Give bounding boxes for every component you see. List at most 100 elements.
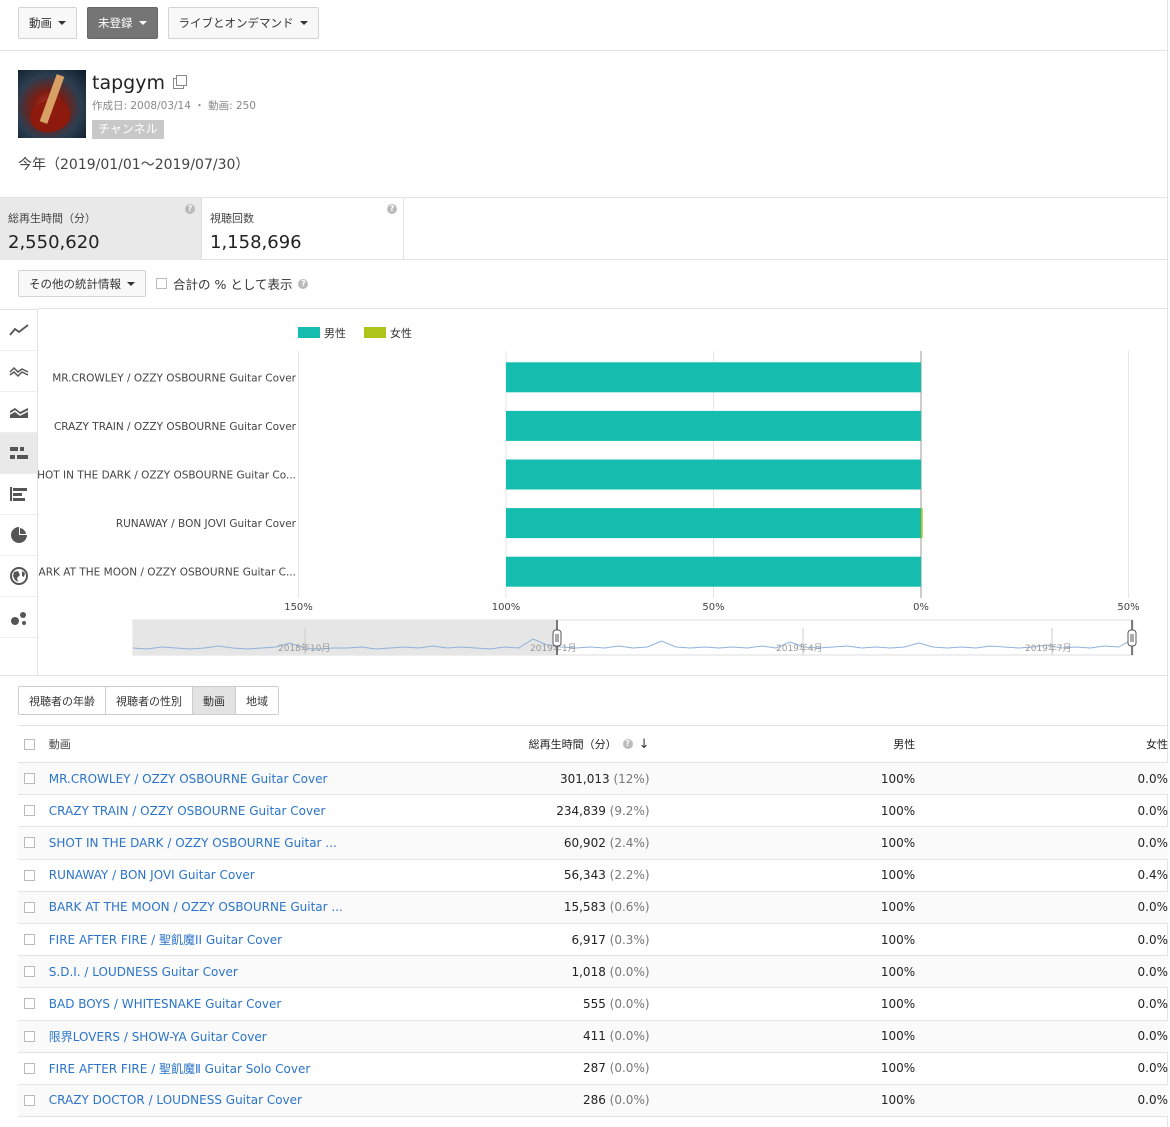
- bar-male-3: [506, 508, 921, 539]
- watch-time-value: 6,917: [571, 932, 606, 947]
- row-checkbox[interactable]: [24, 1094, 35, 1106]
- x-tick-label-4: 50%: [1117, 602, 1139, 613]
- bar-male-1: [506, 410, 921, 441]
- map-chart-button[interactable]: [0, 556, 37, 597]
- chevron-down-icon: [58, 21, 66, 25]
- x-tick-label-1: 100%: [492, 602, 521, 613]
- row-checkbox[interactable]: [24, 901, 35, 913]
- content-type-filter[interactable]: 動画: [18, 7, 77, 39]
- table-row: BAD BOYS / WHITESNAKE Guitar Cover 555 (0…: [18, 988, 1168, 1021]
- multiline-chart-button[interactable]: [0, 351, 37, 392]
- channel-name[interactable]: tapgym: [92, 72, 187, 94]
- female-cell: 0.0%: [1137, 1029, 1169, 1044]
- x-tick-label-0: 150%: [284, 602, 313, 613]
- video-title-link[interactable]: 限界LOVERS / SHOW-YA Guitar Cover: [48, 1029, 267, 1044]
- video-title-link[interactable]: SHOT IN THE DARK / OZZY OSBOURNE Guitar …: [48, 835, 337, 850]
- percent-checkbox[interactable]: [156, 278, 167, 289]
- row-checkbox[interactable]: [24, 998, 35, 1010]
- legend-swatch-1: [364, 327, 386, 338]
- metric-value: 1,158,696: [210, 232, 302, 253]
- row-checkbox[interactable]: [24, 1062, 35, 1074]
- tab-region[interactable]: 地域: [236, 687, 278, 714]
- watch-time-percent: (2.4%): [609, 835, 650, 850]
- gender-bar-chart: 男性 女性 MR.CROWLEY / OZZY OSBOURNE Guitar C…: [38, 326, 1140, 656]
- line-chart-button[interactable]: [0, 310, 37, 351]
- watch-time-percent: (0.0%): [609, 1093, 650, 1108]
- table-body: MR.CROWLEY / OZZY OSBOURNE Guitar Cover 3…: [18, 763, 1169, 1118]
- header-watch-time[interactable]: 総再生時間（分） ? ↓: [366, 736, 650, 752]
- bar-chart-button[interactable]: [0, 474, 37, 515]
- chevron-down-icon: [127, 281, 135, 286]
- channel-thumbnail[interactable]: [18, 70, 86, 138]
- help-icon[interactable]: ?: [298, 278, 309, 289]
- table-row: 限界LOVERS / SHOW-YA Guitar Cover 411 (0.0%…: [18, 1020, 1169, 1053]
- male-cell: 100%: [880, 900, 916, 915]
- row-checkbox[interactable]: [24, 773, 35, 785]
- table-row: RUNAWAY / BON JOVI Guitar Cover 56,343 (2…: [18, 860, 1168, 892]
- timeline-label-1: 2019年1月: [530, 642, 577, 654]
- timeline-label-2: 2019年4月: [776, 642, 823, 654]
- bubble-chart-icon: [10, 612, 26, 625]
- timeline-handle-0[interactable]: [552, 629, 562, 647]
- video-title-link[interactable]: BARK AT THE MOON / OZZY OSBOURNE Guitar …: [48, 900, 343, 915]
- row-checkbox[interactable]: [24, 805, 35, 817]
- select-all-checkbox[interactable]: [24, 738, 35, 750]
- watch-time-percent: (0.0%): [609, 1029, 650, 1044]
- live-ondemand-filter[interactable]: ライブとオンデマンド: [167, 7, 319, 39]
- video-title-link[interactable]: BAD BOYS / WHITESNAKE Guitar Cover: [48, 996, 282, 1011]
- sort-descending-icon[interactable]: ↓: [638, 736, 650, 752]
- subscription-filter[interactable]: 未登録: [87, 7, 158, 39]
- male-cell: 100%: [880, 771, 916, 786]
- divider: [0, 675, 1168, 676]
- watch-time-value: 411: [582, 1029, 606, 1044]
- watch-time-cell: 1,018 (0.0%): [366, 965, 649, 979]
- row-checkbox[interactable]: [24, 1030, 35, 1042]
- channel-name-text: tapgym: [92, 72, 165, 94]
- metric-views[interactable]: 視聴回数 1,158,696 ?: [202, 198, 404, 260]
- female-cell: 0.0%: [1137, 1093, 1169, 1108]
- watch-time-value: 287: [582, 1061, 606, 1076]
- table-row: FIRE AFTER FIRE / 聖飢魔II Guitar Cover 6,91…: [18, 924, 1168, 957]
- timeline-sparkline: [132, 638, 1134, 650]
- row-checkbox[interactable]: [24, 869, 35, 881]
- header-male[interactable]: 男性: [893, 738, 916, 751]
- help-icon[interactable]: ?: [622, 739, 633, 749]
- header-female[interactable]: 女性: [1146, 738, 1168, 751]
- help-icon[interactable]: ?: [387, 204, 397, 214]
- video-title-link[interactable]: MR.CROWLEY / OZZY OSBOURNE Guitar Cover: [48, 771, 328, 786]
- pie-chart-button[interactable]: [0, 515, 37, 556]
- tab-viewer-gender[interactable]: 視聴者の性別: [106, 687, 193, 714]
- timeline-navigator[interactable]: 2018年10月 2019年1月 2019年4月 2019年7月: [132, 619, 1137, 656]
- globe-map-icon: [9, 567, 28, 585]
- bubble-chart-button[interactable]: [0, 597, 37, 638]
- timeline-handle-1[interactable]: [1127, 629, 1137, 647]
- legend-swatch-0: [298, 327, 320, 338]
- help-icon[interactable]: ?: [185, 204, 195, 214]
- stacked-bar-button[interactable]: [0, 433, 37, 474]
- timeline-label-3: 2019年7月: [1025, 642, 1072, 654]
- watch-time-cell: 56,343 (2.2%): [366, 868, 650, 882]
- header-watch-time-label: 総再生時間（分）: [528, 738, 617, 751]
- row-checkbox[interactable]: [24, 837, 35, 849]
- watch-time-percent: (2.2%): [609, 868, 650, 883]
- metric-watch-time[interactable]: 総再生時間（分） 2,550,620 ?: [0, 198, 202, 260]
- chart-category-labels: MR.CROWLEY / OZZY OSBOURNE Guitar Cover C…: [38, 372, 297, 578]
- more-stats-dropdown[interactable]: その他の統計情報: [18, 270, 146, 297]
- row-checkbox[interactable]: [24, 934, 35, 946]
- video-title-link[interactable]: FIRE AFTER FIRE / 聖飢魔II Guitar Cover: [48, 933, 283, 948]
- video-title-link[interactable]: S.D.I. / LOUDNESS Guitar Cover: [48, 964, 238, 979]
- external-link-icon[interactable]: [172, 74, 187, 89]
- video-title-link[interactable]: RUNAWAY / BON JOVI Guitar Cover: [48, 868, 255, 883]
- percent-toggle[interactable]: 合計の % として表示 ?: [156, 274, 309, 293]
- tab-viewer-age[interactable]: 視聴者の年齢: [19, 687, 106, 714]
- date-range: 今年（2019/01/01〜2019/07/30）: [18, 157, 250, 173]
- watch-time-percent: (0.6%): [609, 900, 650, 915]
- video-title-link[interactable]: CRAZY DOCTOR / LOUDNESS Guitar Cover: [48, 1093, 302, 1108]
- video-title-link[interactable]: FIRE AFTER FIRE / 聖飢魔Ⅱ Guitar Solo Cover: [48, 1061, 311, 1076]
- watch-time-cell: 60,902 (2.4%): [366, 836, 650, 850]
- video-title-link[interactable]: CRAZY TRAIN / OZZY OSBOURNE Guitar Cover: [48, 803, 326, 818]
- tab-video[interactable]: 動画: [193, 687, 236, 714]
- row-checkbox[interactable]: [24, 966, 35, 978]
- male-cell: 100%: [880, 996, 916, 1011]
- stacked-area-button[interactable]: [0, 392, 37, 433]
